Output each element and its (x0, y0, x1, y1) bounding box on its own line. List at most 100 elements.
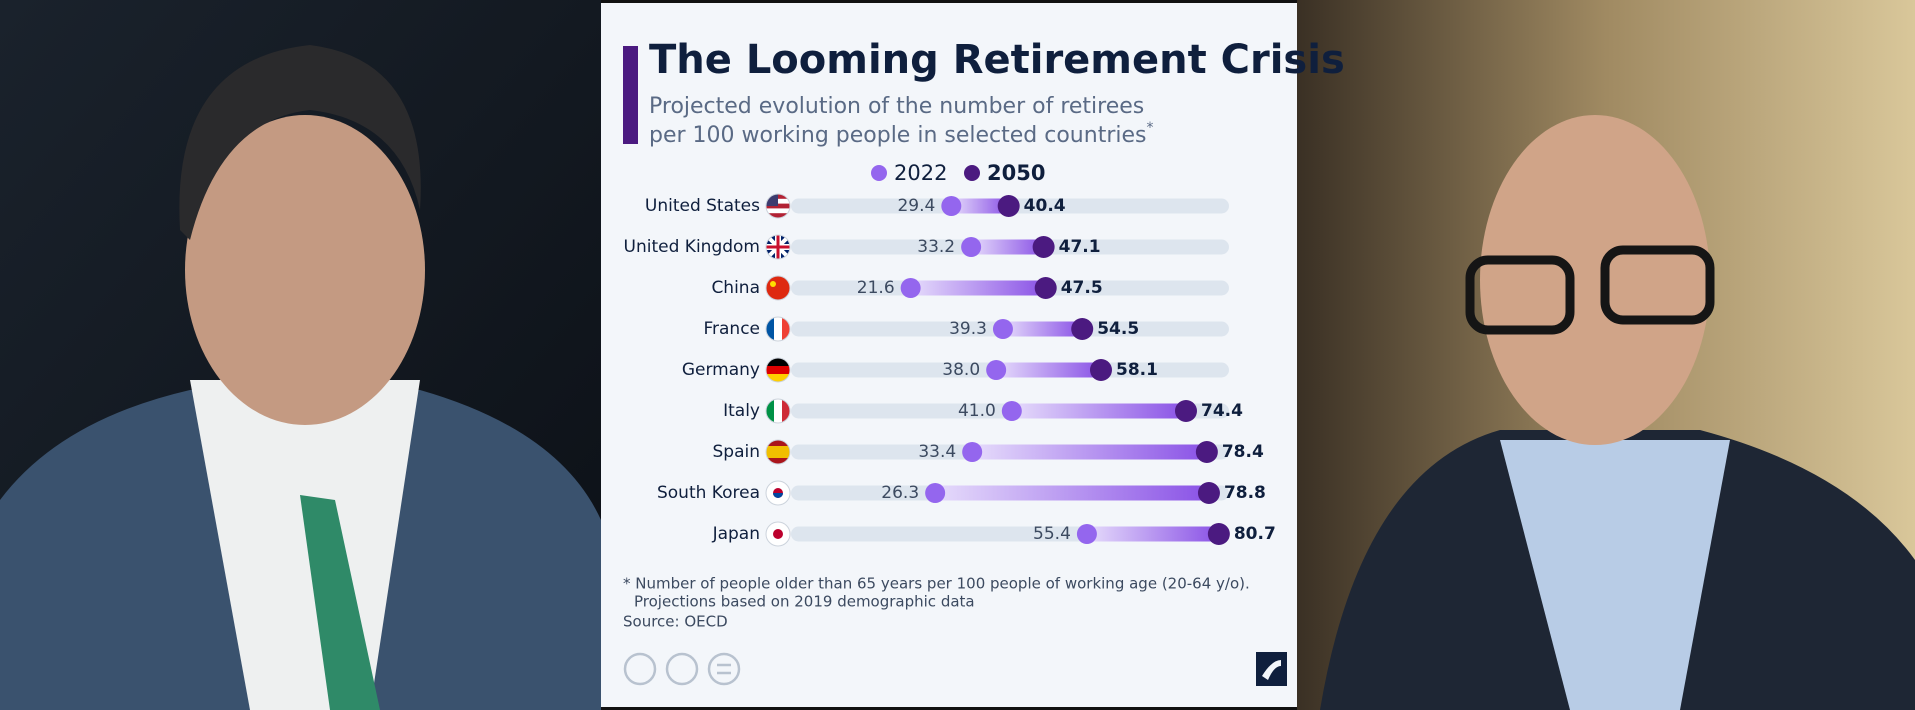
value-label: 58.1 (1116, 360, 1158, 380)
category-label: United States (645, 196, 760, 216)
source: Source: OECD (623, 613, 728, 631)
dot-2022 (992, 319, 1013, 339)
flag-stripe (766, 366, 790, 375)
footnote: Projections based on 2019 demographic da… (634, 593, 975, 611)
legend-label: 2022 (894, 161, 947, 185)
dot-2050 (1207, 523, 1230, 545)
chart-title: The Looming Retirement Crisis (649, 37, 1345, 83)
left-photo (0, 0, 601, 710)
flag-stripe (766, 374, 790, 382)
flag-border (765, 398, 791, 424)
flag-body (766, 317, 790, 341)
range-bar (910, 280, 1046, 296)
flag-icon (765, 480, 791, 506)
dot-2022 (1001, 401, 1022, 421)
flag-disc-half (773, 493, 783, 498)
value-label: 54.5 (1097, 319, 1139, 339)
legend-marker (964, 165, 980, 181)
flag-border (765, 193, 791, 219)
flag-cross (766, 235, 790, 259)
value-label: 40.4 (1024, 196, 1066, 216)
flag-border (765, 521, 791, 547)
category-label: China (711, 278, 760, 298)
dot-2022 (900, 278, 921, 298)
legend-label: 2050 (987, 161, 1045, 185)
flag-icon (765, 193, 791, 219)
dot-2022 (986, 360, 1007, 380)
flag-stripe (766, 317, 775, 341)
value-label: 55.4 (1033, 524, 1071, 544)
subtitle-mark: * (1146, 120, 1153, 136)
value-label: 21.6 (857, 278, 895, 298)
flag-stripe (774, 317, 783, 341)
category-label: Spain (713, 442, 761, 462)
flag-border (765, 234, 791, 260)
dot-2022 (941, 196, 962, 216)
value-label: 33.4 (918, 442, 956, 462)
dot-2022 (1076, 524, 1097, 544)
flag-stripe (766, 213, 790, 218)
flag-stripe (766, 452, 790, 459)
category-label: United Kingdom (624, 237, 760, 257)
flag-stripe (766, 458, 790, 464)
range-bar (972, 444, 1207, 460)
value-label: 26.3 (881, 483, 919, 503)
dot-2050 (997, 195, 1020, 217)
flag-border (765, 480, 791, 506)
flag-body (766, 440, 790, 464)
flag-body (766, 481, 790, 505)
flag-border (765, 357, 791, 383)
license-icons (623, 652, 741, 686)
flag-stripe (774, 399, 783, 423)
dot-2050 (1174, 400, 1197, 422)
value-label: 39.3 (949, 319, 987, 339)
flag-body (766, 276, 790, 300)
dot-2050 (1034, 277, 1057, 299)
flag-border (765, 439, 791, 465)
range-bar (1086, 526, 1219, 542)
dot-2022 (961, 237, 982, 257)
panel (601, 3, 1297, 707)
title-accent (623, 46, 638, 144)
flag-body (766, 358, 790, 382)
category-label: Italy (723, 401, 760, 421)
category-label: Germany (682, 360, 760, 380)
brand-mark (1256, 652, 1287, 686)
flag-disc (773, 529, 783, 539)
range-bar (971, 239, 1044, 255)
value-label: 78.8 (1224, 483, 1266, 503)
value-label: 38.0 (942, 360, 980, 380)
legend-marker (871, 165, 887, 181)
flag-icon (765, 357, 791, 383)
infographic: The Looming Retirement Crisis Projected … (601, 3, 1345, 707)
footnote: * Number of people older than 65 years p… (623, 575, 1250, 593)
flag-stripe (766, 203, 790, 209)
flag-star (770, 281, 776, 287)
subtitle: per 100 working people in selected count… (649, 120, 1153, 148)
dot-2022 (925, 483, 946, 503)
value-label: 29.4 (897, 196, 935, 216)
flag-icon (765, 521, 791, 547)
value-label: 47.5 (1061, 278, 1103, 298)
flag-body (766, 235, 790, 259)
flag-icon (765, 398, 791, 424)
subtitle: Projected evolution of the number of ret… (649, 94, 1144, 119)
flag-stripe (766, 358, 790, 367)
range-bar (1011, 403, 1186, 419)
flag-body (766, 522, 790, 546)
flag-stripe (782, 399, 790, 423)
dot-2050 (1195, 441, 1218, 463)
flag-stripe (782, 317, 790, 341)
category-label: France (703, 319, 760, 339)
value-label: 74.4 (1201, 401, 1243, 421)
range-bar (996, 362, 1101, 378)
value-label: 33.2 (917, 237, 955, 257)
flag-border (765, 275, 791, 301)
range-bar (1002, 321, 1083, 337)
flag-stripe (766, 208, 790, 214)
right-photo (1297, 0, 1915, 710)
flag-icon (765, 275, 791, 301)
category-label: South Korea (657, 483, 760, 503)
range-bar (935, 485, 1209, 501)
